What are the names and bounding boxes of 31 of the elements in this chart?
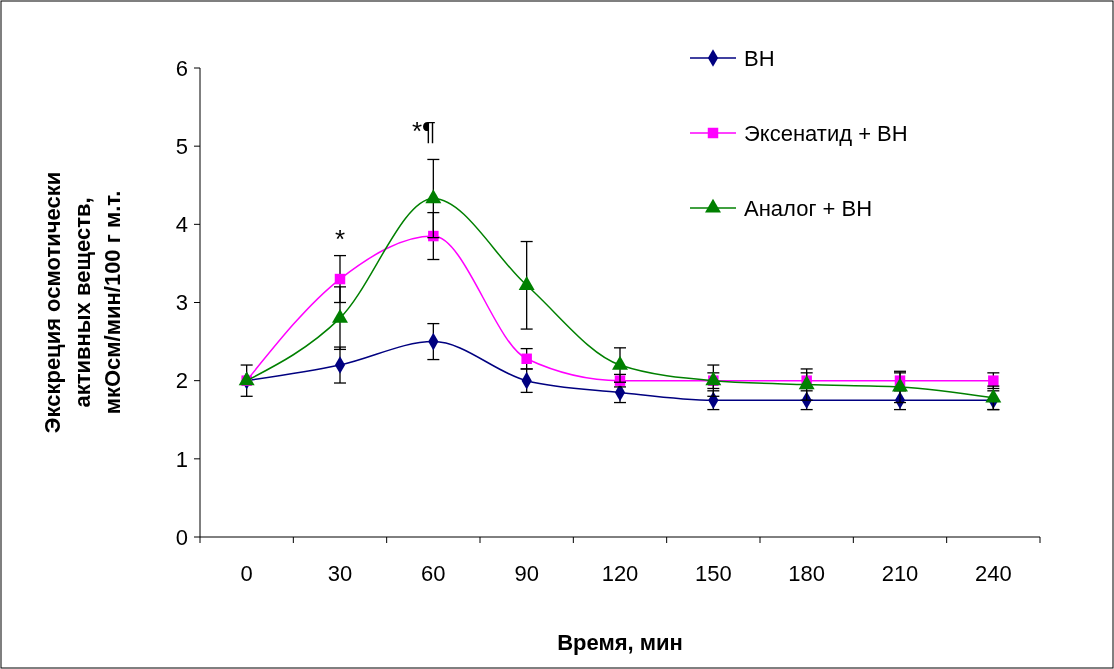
x-tick-label: 210 [881, 561, 919, 586]
y-axis-title: Экскреция осмотически активных веществ, мкОсм/мин/100 г м.т. [40, 171, 125, 434]
annotation: *¶ [411, 116, 437, 146]
point [425, 189, 442, 204]
y-tick-label: 0 [175, 524, 188, 550]
x-axis-title: Время, мин [557, 630, 683, 655]
annotation: * [334, 224, 346, 254]
point [334, 273, 346, 285]
legend-label: Эксенатид + ВН [744, 120, 908, 146]
y-tick-label: 2 [175, 368, 188, 394]
point [332, 308, 348, 323]
x-tick-label: 150 [694, 561, 732, 586]
x-tick-label: 60 [421, 561, 446, 586]
x-tick-label: 180 [788, 561, 826, 586]
legend-label: Аналог + ВН [744, 195, 873, 221]
x-tick-label: 0 [240, 561, 253, 586]
y-tick-label: 5 [175, 133, 188, 159]
x-tick-label: 240 [974, 561, 1012, 586]
y-tick-label: 4 [175, 212, 188, 238]
y-tick-label: 3 [175, 290, 188, 316]
point [705, 371, 722, 386]
point [521, 353, 532, 365]
point [518, 276, 535, 290]
x-tick-label: 30 [327, 561, 353, 586]
point [988, 375, 999, 386]
y-tick-label: 6 [175, 55, 188, 81]
y-tick-label: 1 [175, 446, 188, 472]
legend-label: ВН [744, 45, 775, 71]
point [238, 371, 255, 386]
x-tick-label: 90 [514, 561, 539, 586]
x-tick-label: 120 [601, 561, 639, 586]
